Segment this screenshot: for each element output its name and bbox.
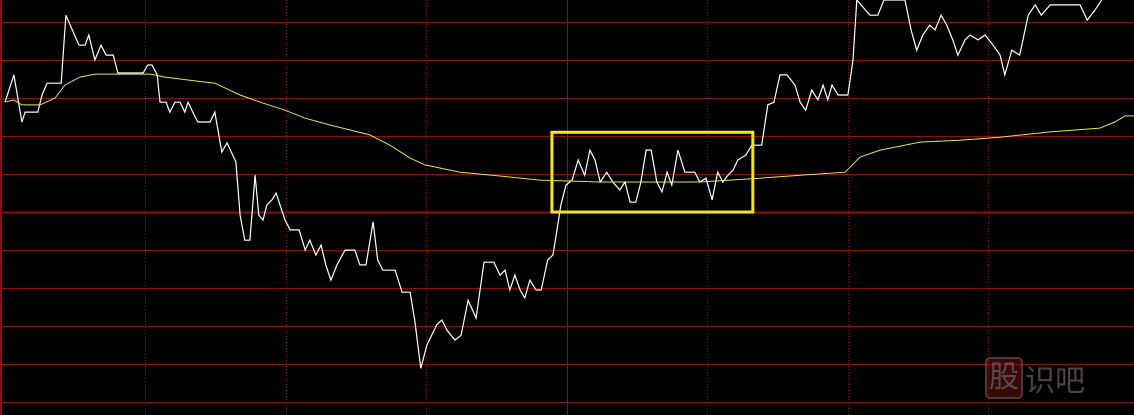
highlight-box bbox=[550, 130, 755, 214]
watermark-char-box: 股 bbox=[985, 357, 1023, 399]
watermark-text: 识吧 bbox=[1025, 364, 1085, 399]
average-line bbox=[4, 73, 1134, 183]
watermark-logo: 股 识吧 bbox=[985, 356, 1085, 400]
price-line bbox=[4, 0, 1103, 369]
series-lines bbox=[4, 0, 1134, 369]
